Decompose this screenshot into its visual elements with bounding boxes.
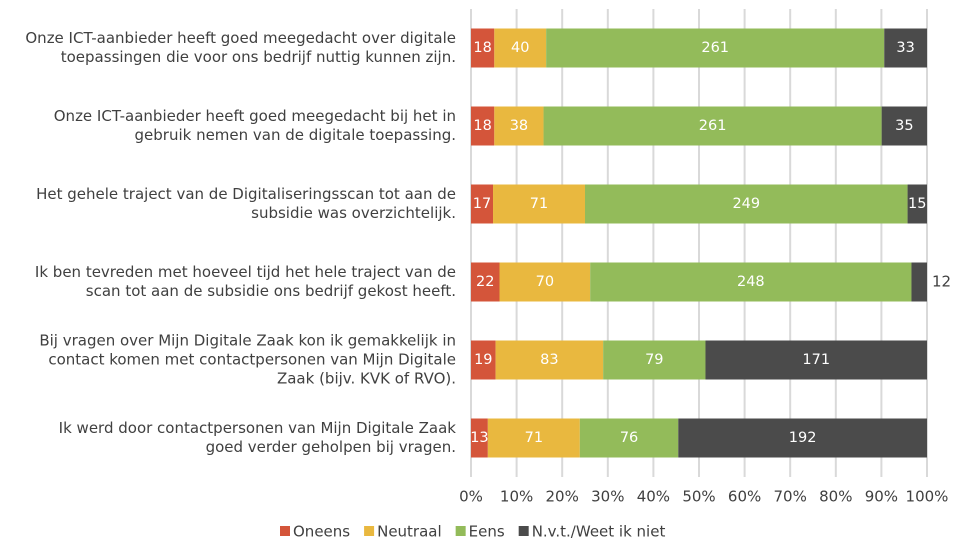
legend-label: Oneens bbox=[293, 523, 350, 540]
data-label: 13 bbox=[470, 430, 488, 446]
bar-segment bbox=[495, 340, 604, 380]
data-label: 22 bbox=[476, 274, 494, 290]
data-label: 248 bbox=[737, 274, 765, 290]
category-label: gebruik nemen van de digitale toepassing… bbox=[135, 126, 457, 144]
x-tick-label: 20% bbox=[546, 488, 579, 506]
legend-label: Eens bbox=[469, 523, 505, 540]
category-label: goed verder geholpen bij vragen. bbox=[206, 438, 456, 456]
data-label: 18 bbox=[473, 118, 491, 134]
bar-segment bbox=[579, 418, 679, 458]
category-label: contact komen met contactpersonen van Mi… bbox=[48, 351, 456, 369]
category-label: Zaak (bijv. KVK of RVO). bbox=[277, 370, 456, 388]
data-label: 79 bbox=[645, 352, 663, 368]
data-label: 40 bbox=[511, 40, 529, 56]
data-label: 70 bbox=[536, 274, 554, 290]
data-label: 76 bbox=[620, 430, 638, 446]
bar-segment bbox=[487, 418, 580, 458]
bar-segment bbox=[471, 184, 494, 224]
bar-segment bbox=[907, 184, 927, 224]
category-label: scan tot aan de subsidie ons bedrijf gek… bbox=[86, 282, 456, 300]
category-label: Onze ICT-aanbieder heeft goed meegedacht… bbox=[54, 107, 456, 125]
bar-segment bbox=[471, 340, 496, 380]
bar-segment bbox=[543, 106, 882, 146]
bar-segment bbox=[590, 262, 912, 302]
legend-label: N.v.t./Weet ik niet bbox=[532, 523, 666, 540]
bar-segment bbox=[494, 106, 544, 146]
data-label: 18 bbox=[473, 40, 491, 56]
x-tick-label: 50% bbox=[682, 488, 715, 506]
bar-segment bbox=[471, 28, 495, 68]
category-label: Bij vragen over Mijn Digitale Zaak kon i… bbox=[39, 332, 456, 350]
x-tick-label: 60% bbox=[728, 488, 761, 506]
data-label: 71 bbox=[525, 430, 543, 446]
legend-swatch bbox=[280, 526, 290, 536]
bar-segment bbox=[494, 28, 547, 68]
data-label: 171 bbox=[802, 352, 830, 368]
data-label: 15 bbox=[908, 196, 926, 212]
bar-segment bbox=[603, 340, 706, 380]
legend-swatch bbox=[455, 526, 466, 536]
bar-segment bbox=[678, 418, 927, 458]
data-label: 12 bbox=[932, 273, 951, 291]
x-tick-label: 100% bbox=[906, 488, 949, 506]
legend-swatch bbox=[364, 526, 375, 536]
data-label: 17 bbox=[473, 196, 491, 212]
data-label: 192 bbox=[789, 430, 817, 446]
bar-segment bbox=[499, 262, 591, 302]
x-tick-label: 70% bbox=[774, 488, 807, 506]
data-label: 261 bbox=[701, 40, 729, 56]
data-label: 261 bbox=[699, 118, 727, 134]
x-tick-label: 10% bbox=[500, 488, 533, 506]
bar-segment bbox=[493, 184, 585, 224]
data-label: 33 bbox=[896, 40, 914, 56]
legend-swatch bbox=[518, 526, 529, 536]
x-tick-label: 30% bbox=[591, 488, 624, 506]
category-label: subsidie was overzichtelijk. bbox=[251, 204, 456, 222]
data-label: 83 bbox=[540, 352, 558, 368]
bar-segment bbox=[471, 106, 495, 146]
bar-segment bbox=[705, 340, 927, 380]
bar-segment bbox=[471, 262, 500, 302]
bar-segment bbox=[546, 28, 885, 68]
bar-segment bbox=[881, 106, 927, 146]
category-label: Het gehele traject van de Digitalisering… bbox=[36, 185, 456, 203]
data-label: 35 bbox=[895, 118, 913, 134]
data-label: 71 bbox=[530, 196, 548, 212]
category-label: toepassingen die voor ons bedrijf nuttig… bbox=[61, 48, 456, 66]
x-tick-label: 80% bbox=[819, 488, 852, 506]
x-tick-label: 40% bbox=[637, 488, 670, 506]
bar-segment bbox=[911, 262, 927, 302]
bar-segment bbox=[884, 28, 927, 68]
data-label: 38 bbox=[510, 118, 528, 134]
x-tick-label: 0% bbox=[459, 488, 483, 506]
category-label: Onze ICT-aanbieder heeft goed meegedacht… bbox=[25, 29, 456, 47]
legend-label: Neutraal bbox=[377, 523, 442, 540]
category-label: Ik werd door contactpersonen van Mijn Di… bbox=[59, 419, 457, 437]
bar-segment bbox=[471, 418, 488, 458]
bar-segment bbox=[585, 184, 908, 224]
category-label: Ik ben tevreden met hoeveel tijd het hel… bbox=[35, 263, 456, 281]
data-label: 19 bbox=[474, 352, 492, 368]
data-label: 249 bbox=[732, 196, 760, 212]
x-tick-label: 90% bbox=[865, 488, 898, 506]
